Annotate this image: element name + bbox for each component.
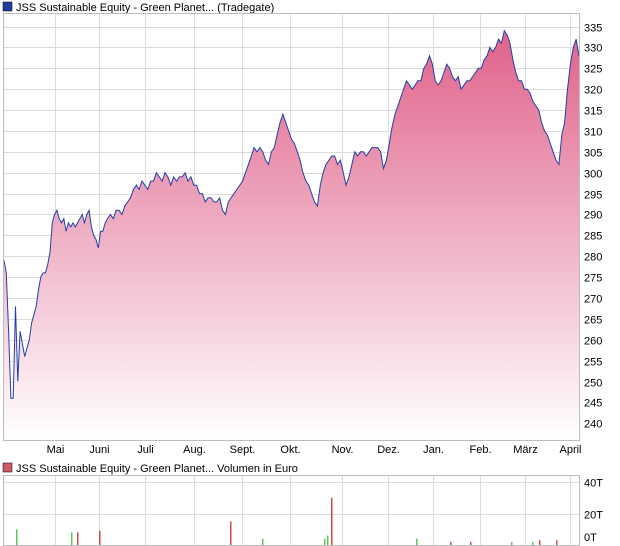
price-y-tick-label: 265 (584, 315, 602, 327)
price-x-tick-label: Sept. (230, 444, 256, 456)
price-y-tick-label: 305 (584, 148, 602, 160)
volume-y-axis: 0T 20T 40T (584, 478, 603, 545)
volume-bar (327, 535, 329, 545)
volume-bar (262, 538, 264, 545)
price-chart-frame (3, 13, 580, 441)
price-y-tick-label: 280 (584, 252, 602, 264)
price-legend-label: JSS Sustainable Equity - Green Planet...… (16, 2, 274, 14)
volume-y-tick-label: 20T (584, 510, 603, 522)
volume-bar (99, 530, 101, 545)
price-y-axis: 240 245 250 255 260 265 270 275 280 285 290 295 300 3… (584, 23, 602, 431)
price-y-tick-label: 240 (584, 419, 602, 431)
volume-bar (511, 541, 513, 545)
volume-y-tick-label: 0T (584, 532, 597, 544)
price-y-tick-label: 290 (584, 210, 602, 222)
price-x-tick-label: Jan. (423, 444, 444, 456)
price-line (3, 29, 580, 399)
volume-bar (450, 541, 452, 545)
price-y-tick-label: 320 (584, 85, 602, 97)
price-legend-swatch (2, 1, 13, 12)
price-x-tick-label: Aug. (183, 444, 206, 456)
price-x-tick-label: Mai (47, 444, 65, 456)
volume-bars (16, 497, 558, 546)
volume-bar (71, 532, 73, 545)
volume-bar (470, 541, 472, 545)
price-x-tick-label: Feb. (469, 444, 491, 456)
price-y-tick-label: 330 (584, 43, 602, 55)
volume-bar (77, 532, 79, 545)
price-y-tick-label: 270 (584, 294, 602, 306)
price-area (4, 30, 579, 440)
price-y-tick-label: 245 (584, 398, 602, 410)
volume-vertical-gridlines (55, 476, 571, 545)
price-y-tick-label: 300 (584, 169, 602, 181)
volume-y-tick-label: 40T (584, 478, 603, 490)
volume-bar (539, 540, 541, 545)
price-x-tick-label: März (513, 444, 537, 456)
price-y-tick-label: 260 (584, 336, 602, 348)
price-x-tick-label: Okt. (280, 444, 300, 456)
price-y-tick-label: 255 (584, 357, 602, 369)
volume-gridlines (4, 482, 579, 515)
price-x-tick-label: Dez. (377, 444, 400, 456)
volume-bar (556, 540, 558, 545)
price-y-tick-label: 250 (584, 378, 602, 390)
volume-bar (532, 541, 534, 545)
price-x-tick-label: Juli (137, 444, 154, 456)
volume-bar (324, 538, 326, 545)
price-y-tick-label: 335 (584, 23, 602, 35)
price-y-tick-label: 275 (584, 273, 602, 285)
price-y-tick-label: 295 (584, 190, 602, 202)
price-y-tick-label: 315 (584, 106, 602, 118)
volume-chart-frame (3, 475, 580, 546)
price-x-axis: Mai Juni Juli Aug. Sept. Okt. Nov. Dez. Jan. Feb.… (47, 444, 582, 456)
price-y-tick-label: 325 (584, 64, 602, 76)
price-x-tick-label: Juni (89, 444, 109, 456)
volume-bar (16, 529, 18, 546)
price-y-tick-label: 310 (584, 127, 602, 139)
volume-bar (416, 538, 418, 545)
volume-bar (331, 497, 333, 546)
price-x-tick-label: Nov. (332, 444, 354, 456)
volume-legend-label: JSS Sustainable Equity - Green Planet...… (16, 463, 298, 475)
price-x-tick-label: April (559, 444, 581, 456)
price-y-tick-label: 285 (584, 231, 602, 243)
volume-bar (230, 521, 232, 545)
volume-legend-swatch (2, 462, 13, 473)
